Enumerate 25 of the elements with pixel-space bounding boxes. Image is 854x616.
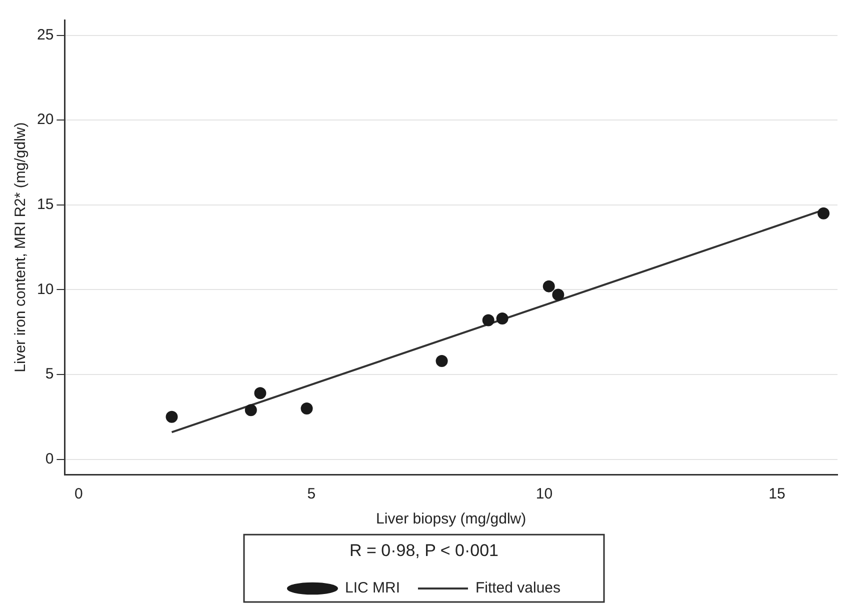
- y-tick-label: 0: [45, 450, 54, 468]
- y-tick-label: 25: [36, 26, 54, 44]
- y-tick-label: 20: [36, 111, 54, 128]
- x-tick-label: 10: [536, 486, 553, 503]
- point: [436, 354, 448, 367]
- point: [300, 402, 313, 414]
- point: [482, 314, 494, 326]
- x-tick-label: 15: [768, 486, 786, 503]
- text: R = 0·98, P < 0·001: [349, 540, 499, 560]
- legend-label: Fitted values: [475, 580, 561, 597]
- point: [552, 288, 564, 301]
- legend-label: LIC MRI: [344, 580, 400, 597]
- y-tick-label: 10: [36, 280, 54, 298]
- point: [244, 404, 257, 416]
- y-tick-label: 15: [36, 196, 54, 214]
- x-axis-title: Liver biopsy (mg/gdlw): [376, 510, 526, 528]
- y-tick-label: 5: [45, 366, 54, 383]
- point: [818, 207, 830, 220]
- point: [542, 280, 555, 292]
- point: [166, 410, 178, 423]
- point: [496, 312, 508, 325]
- x-tick-label: 5: [307, 486, 316, 503]
- x-tick-label: 0: [74, 486, 83, 503]
- y-axis-title: Liver iron content, MRI R2* (mg/gdlw): [12, 122, 30, 372]
- point: [254, 387, 266, 400]
